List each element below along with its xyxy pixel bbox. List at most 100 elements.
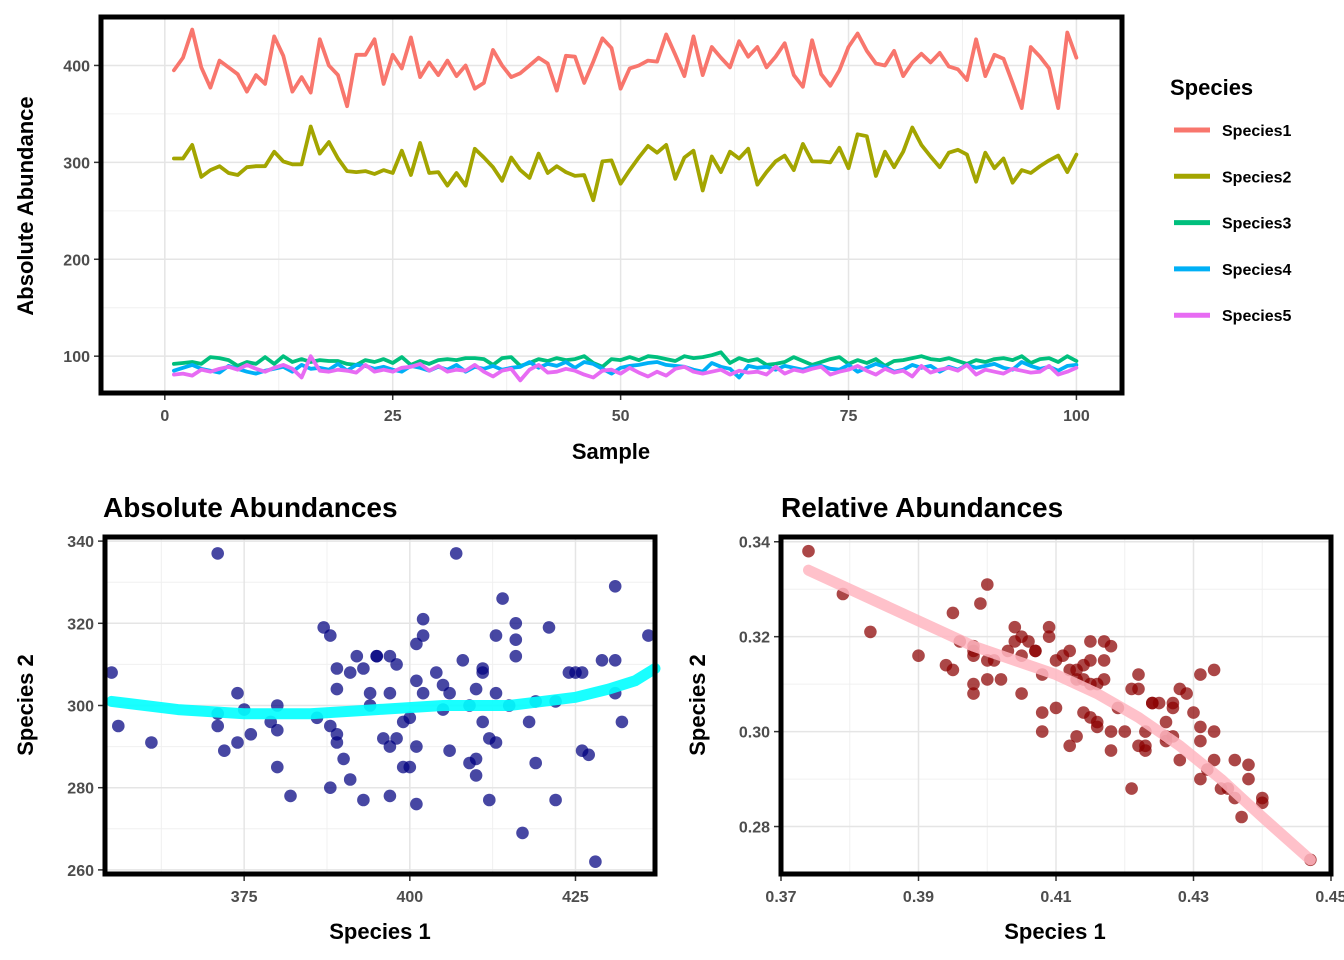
relative-point xyxy=(946,663,960,677)
absolute-x-tick-label: 375 xyxy=(231,889,258,906)
relative-point xyxy=(864,625,877,639)
absolute-point xyxy=(476,666,490,679)
absolute-point xyxy=(390,658,403,671)
relative-points xyxy=(802,544,1317,867)
relative-point xyxy=(1207,663,1221,677)
absolute-point xyxy=(383,686,397,700)
absolute-ticks: 375 400 425 260 280 300 320 340 xyxy=(67,534,589,906)
absolute-point xyxy=(244,728,258,741)
relative-point xyxy=(1097,673,1111,686)
absolute-point xyxy=(383,789,397,803)
relative-point xyxy=(1152,696,1166,710)
absolute-point xyxy=(390,732,403,745)
top-x-tick-label: 25 xyxy=(384,408,402,425)
absolute-point xyxy=(469,752,483,766)
absolute-y-axis-title: Species 2 xyxy=(13,654,38,756)
absolute-point xyxy=(608,580,622,593)
relative-point xyxy=(1022,635,1035,648)
legend-label-species2: Species2 xyxy=(1222,169,1291,186)
relative-point xyxy=(1235,810,1248,824)
relative-point xyxy=(1207,753,1221,767)
absolute-point xyxy=(403,760,417,774)
relative-point xyxy=(1035,725,1049,738)
absolute-point xyxy=(509,617,523,630)
top-ticks: 0 25 50 75 100 100 200 300 400 xyxy=(63,58,1090,425)
absolute-x-tick-label: 425 xyxy=(562,889,589,906)
series-line-species3 xyxy=(171,350,1079,369)
relative-x-tick-label: 0.37 xyxy=(765,889,796,906)
top-y-tick-label: 100 xyxy=(63,349,90,366)
top-panel-frame xyxy=(98,14,1125,396)
absolute-point xyxy=(403,711,417,725)
series-line-species1 xyxy=(171,27,1079,110)
absolute-panel-frame xyxy=(102,534,658,877)
relative-point xyxy=(1159,715,1173,729)
absolute-y-tick-label: 320 xyxy=(67,616,94,633)
legend-label-species1: Species1 xyxy=(1222,123,1291,140)
legend-label-species3: Species3 xyxy=(1222,216,1291,233)
absolute-point xyxy=(608,654,622,667)
legend-title: Species xyxy=(1170,75,1253,100)
top-series-lines xyxy=(171,27,1079,383)
absolute-point xyxy=(218,744,231,757)
absolute-point xyxy=(416,629,430,642)
relative-point xyxy=(1118,725,1132,738)
relative-point xyxy=(1042,630,1056,643)
absolute-point xyxy=(476,715,490,729)
relative-point xyxy=(1015,687,1028,700)
absolute-point xyxy=(363,686,377,700)
relative-point xyxy=(1139,739,1152,753)
relative-point xyxy=(1063,644,1076,658)
absolute-point xyxy=(350,649,364,663)
relative-x-tick-label: 0.39 xyxy=(903,889,934,906)
relative-point xyxy=(912,649,925,662)
absolute-point xyxy=(231,686,244,700)
absolute-point xyxy=(330,736,344,749)
absolute-point xyxy=(489,686,503,700)
legend: Species Species1 Species2 Species3 Species4… xyxy=(1170,75,1291,325)
relative-x-axis-title: Species 1 xyxy=(1004,919,1106,944)
relative-point xyxy=(1242,772,1255,786)
absolute-point xyxy=(483,793,496,807)
relative-point xyxy=(1090,715,1104,729)
relative-point xyxy=(1084,654,1097,667)
relative-point xyxy=(1228,753,1242,767)
absolute-point xyxy=(489,736,503,749)
absolute-point xyxy=(456,654,470,667)
absolute-point xyxy=(509,649,523,663)
absolute-point xyxy=(211,719,224,733)
relative-point xyxy=(946,606,960,620)
absolute-point xyxy=(469,769,483,782)
relative-point xyxy=(1194,772,1207,786)
relative-y-tick-label: 0.30 xyxy=(739,725,770,742)
relative-smooth-line xyxy=(803,564,1316,866)
relative-point xyxy=(1194,720,1207,734)
top-x-tick-label: 0 xyxy=(160,408,169,425)
relative-point xyxy=(1256,791,1269,805)
top-grid xyxy=(101,17,1122,393)
relative-point xyxy=(1029,644,1042,658)
absolute-panel-title: Absolute Abundances xyxy=(103,492,398,523)
absolute-point xyxy=(330,682,344,696)
absolute-point xyxy=(410,740,423,753)
abundance-line-panel: 0 25 50 75 100 100 200 300 400 Sample Absolute A… xyxy=(13,14,1125,464)
relative-y-tick-label: 0.28 xyxy=(739,820,770,837)
absolute-point xyxy=(430,666,443,679)
relative-point xyxy=(1194,734,1207,748)
relative-point xyxy=(1008,620,1022,634)
relative-x-tick-label: 0.41 xyxy=(1040,889,1071,906)
relative-point xyxy=(1104,639,1118,653)
relative-point xyxy=(1187,706,1200,719)
absolute-point xyxy=(324,629,337,642)
relative-y-tick-label: 0.32 xyxy=(739,630,770,647)
absolute-point xyxy=(357,793,370,807)
legend-label-species5: Species5 xyxy=(1222,308,1291,325)
absolute-point xyxy=(416,612,430,626)
relative-x-tick-label: 0.43 xyxy=(1178,889,1209,906)
relative-point xyxy=(1132,682,1145,696)
relative-point xyxy=(1035,706,1049,719)
top-y-tick-label: 200 xyxy=(63,252,90,269)
absolute-point xyxy=(112,719,125,733)
absolute-point xyxy=(469,682,483,696)
